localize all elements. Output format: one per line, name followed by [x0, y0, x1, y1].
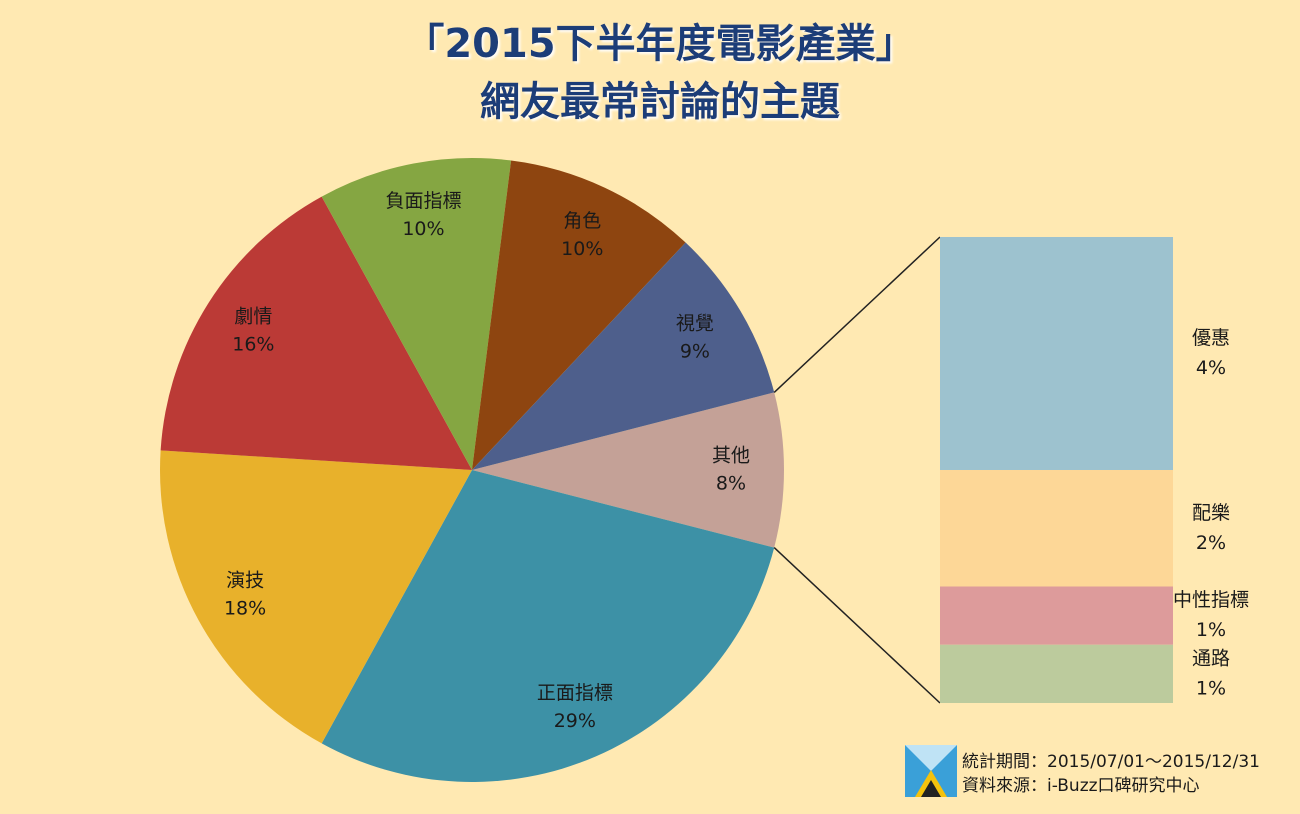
pie-slice: [321, 157, 512, 470]
pie-slice: [321, 470, 775, 782]
slice-label: 視覺: [676, 313, 714, 335]
bar-segment: [940, 470, 1173, 587]
bar-label: 通路: [1192, 647, 1230, 669]
slice-value-label: 16%: [232, 334, 274, 356]
slice-value-label: 18%: [224, 597, 266, 619]
slice-label: 負面指標: [385, 190, 461, 212]
source-note: 統計期間：2015/07/01～2015/12/31: [962, 752, 1260, 772]
bar-label: 優惠: [1192, 327, 1230, 349]
slice-label: 其他: [712, 445, 750, 467]
pie-slice: [472, 242, 775, 470]
slice-value-label: 29%: [554, 710, 596, 732]
bar-segment: [940, 237, 1173, 470]
source-icon: [905, 745, 957, 797]
bar-value-label: 2%: [1196, 532, 1226, 554]
chart-subtitle: 網友最常討論的主題: [480, 79, 840, 125]
slice-value-label: 10%: [402, 218, 444, 240]
pie-slice: [160, 450, 472, 744]
connector-line: [773, 547, 941, 704]
slice-label: 角色: [563, 210, 601, 232]
slice-label: 正面指標: [537, 682, 613, 704]
bar-value-label: 4%: [1196, 357, 1226, 379]
bar-label: 配樂: [1192, 502, 1230, 524]
slice-label: 劇情: [234, 306, 272, 328]
connector-line: [773, 236, 941, 393]
bar-segment: [940, 644, 1173, 703]
pie-slice: [160, 196, 472, 470]
pie-slice: [472, 160, 686, 471]
pie-slice: [472, 392, 784, 548]
slice-label: 演技: [226, 569, 264, 591]
bar-label: 中性指標: [1173, 589, 1249, 611]
source-note: 資料來源：i-Buzz口碑研究中心: [962, 776, 1200, 796]
slice-value-label: 9%: [680, 341, 710, 363]
chart-title: 「2015下半年度電影產業」: [404, 21, 915, 67]
bar-value-label: 1%: [1196, 677, 1226, 699]
slice-value-label: 10%: [561, 238, 603, 260]
bar-segment: [940, 586, 1173, 645]
bar-value-label: 1%: [1196, 619, 1226, 641]
slice-value-label: 8%: [716, 473, 746, 495]
